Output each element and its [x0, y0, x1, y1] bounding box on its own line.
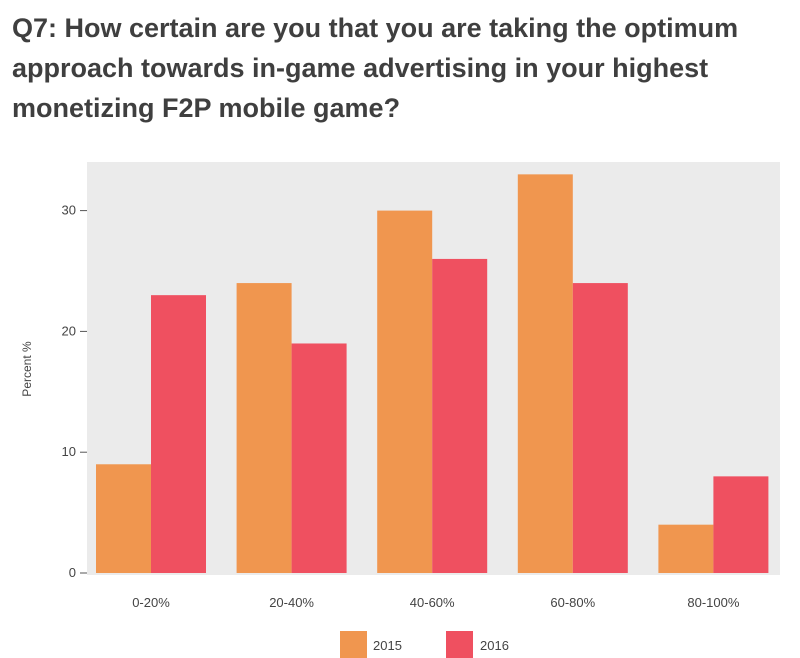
legend-label-2016: 2016	[480, 638, 509, 653]
x-axis: 0-20% 20-40% 40-60% 60-80% 80-100%	[132, 595, 740, 610]
bar-2015-60-80%	[517, 174, 573, 574]
y-tick-label: 0	[69, 565, 76, 580]
chart-title: Q7: How certain are you that you are tak…	[12, 13, 739, 123]
bar-2016-80-100%	[713, 476, 769, 573]
x-tick-label: 0-20%	[132, 595, 170, 610]
x-tick-label: 60-80%	[550, 595, 595, 610]
bar-2016-0-20%	[151, 295, 206, 573]
legend-label-2015: 2015	[373, 638, 402, 653]
legend: 2015 2016	[340, 631, 509, 658]
bar-2016-20-40%	[291, 343, 347, 573]
x-tick-label: 20-40%	[269, 595, 314, 610]
bar-2015-40-60%	[377, 210, 433, 573]
bar-2015-20-40%	[236, 283, 292, 573]
y-tick-label: 10	[62, 444, 76, 459]
y-tick-label: 30	[62, 203, 76, 218]
y-axis-label: Percent %	[20, 341, 34, 397]
y-axis: 0 10 20 30	[62, 203, 87, 580]
x-tick-label: 80-100%	[687, 595, 739, 610]
bar-2016-40-60%	[432, 258, 488, 573]
bar-2016-60-80%	[572, 283, 628, 573]
x-tick-label: 40-60%	[410, 595, 455, 610]
bar-2015-0-20%	[96, 464, 151, 573]
legend-swatch-2015	[340, 631, 367, 658]
y-tick-label: 20	[62, 323, 76, 338]
bar-2015-80-100%	[658, 524, 714, 573]
bars	[96, 174, 769, 574]
legend-swatch-2016	[446, 631, 473, 658]
